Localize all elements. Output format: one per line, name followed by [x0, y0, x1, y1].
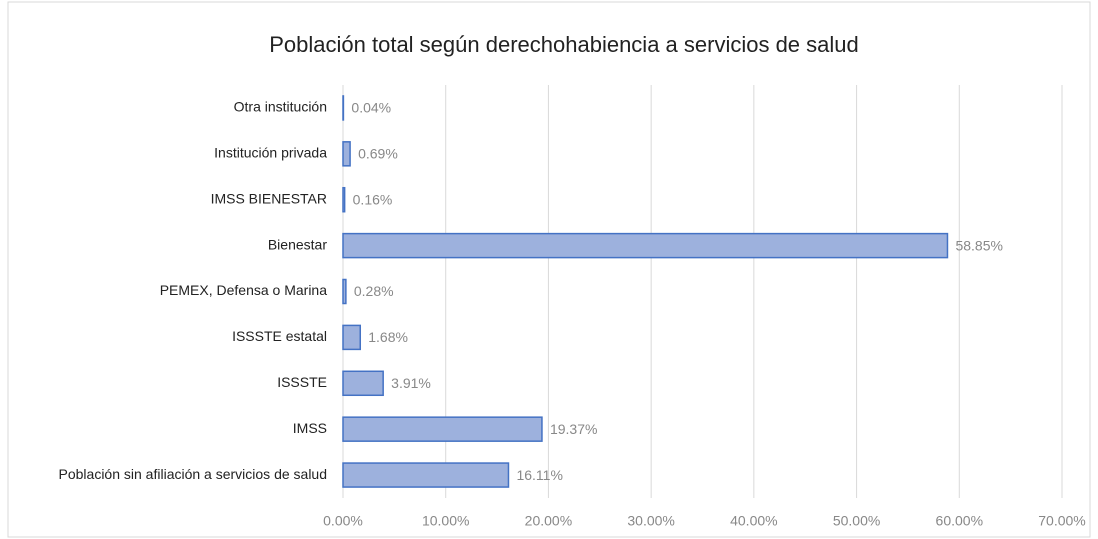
- y-tick-label: Bienestar: [268, 236, 327, 252]
- data-label: 0.16%: [353, 191, 393, 207]
- x-tick-label: 60.00%: [936, 513, 983, 529]
- bar: [342, 370, 384, 397]
- y-tick-label: ISSSTE: [277, 374, 327, 390]
- bar: [342, 324, 362, 351]
- y-tick-label: IMSS: [293, 420, 327, 436]
- y-tick-label: ISSSTE estatal: [232, 328, 327, 344]
- chart-frame: [7, 1, 1091, 538]
- y-tick-label: Otra institución: [234, 99, 327, 115]
- data-label: 3.91%: [391, 375, 431, 391]
- data-label: 16.11%: [516, 467, 562, 483]
- data-label: 0.69%: [358, 146, 398, 162]
- y-tick-label: IMSS BIENESTAR: [211, 190, 327, 206]
- y-tick-label: Institución privada: [214, 145, 327, 161]
- data-label: 0.04%: [351, 100, 391, 116]
- x-tick-label: 0.00%: [323, 513, 363, 529]
- bar: [342, 416, 543, 442]
- bar: [342, 278, 347, 305]
- chart-title: Población total según derechohabiencia a…: [269, 32, 859, 57]
- data-label: 1.68%: [368, 329, 408, 345]
- x-tick-label: 10.00%: [422, 513, 469, 529]
- bar: [342, 186, 346, 213]
- bar: [342, 141, 351, 167]
- bar: [342, 462, 510, 488]
- x-tick-label: 50.00%: [833, 513, 880, 529]
- data-label: 58.85%: [955, 237, 1002, 253]
- x-tick-label: 20.00%: [525, 513, 572, 529]
- x-tick-label: 70.00%: [1038, 513, 1085, 529]
- bar: [342, 232, 949, 259]
- y-tick-label: Población sin afiliación a servicios de …: [59, 466, 327, 482]
- x-tick-label: 40.00%: [730, 513, 777, 529]
- x-tick-label: 30.00%: [627, 513, 674, 529]
- data-label: 0.28%: [354, 283, 394, 299]
- data-label: 19.37%: [550, 421, 597, 437]
- y-tick-label: PEMEX, Defensa o Marina: [160, 282, 328, 298]
